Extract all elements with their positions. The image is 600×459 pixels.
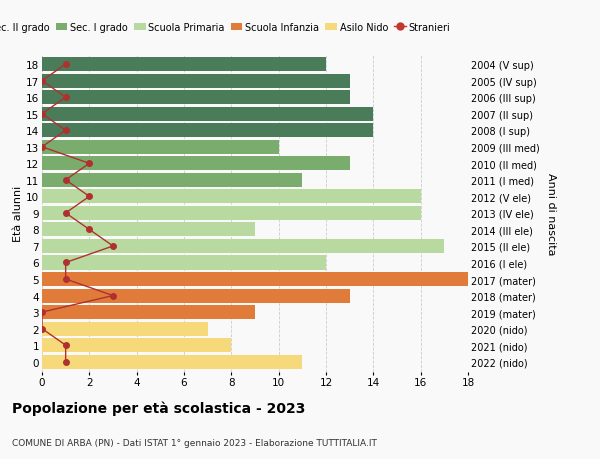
Bar bbox=[42, 174, 302, 187]
Bar bbox=[42, 58, 326, 72]
Bar bbox=[42, 355, 302, 369]
Bar bbox=[42, 140, 278, 155]
Bar bbox=[42, 107, 373, 122]
Bar bbox=[42, 240, 445, 253]
Text: Popolazione per età scolastica - 2023: Popolazione per età scolastica - 2023 bbox=[12, 401, 305, 415]
Bar bbox=[42, 338, 232, 353]
Bar bbox=[42, 256, 326, 270]
Text: COMUNE DI ARBA (PN) - Dati ISTAT 1° gennaio 2023 - Elaborazione TUTTITALIA.IT: COMUNE DI ARBA (PN) - Dati ISTAT 1° genn… bbox=[12, 438, 377, 448]
Bar bbox=[42, 207, 421, 220]
Bar bbox=[42, 124, 373, 138]
Bar bbox=[42, 91, 350, 105]
Bar bbox=[42, 190, 421, 204]
Y-axis label: Età alunni: Età alunni bbox=[13, 185, 23, 241]
Bar bbox=[42, 223, 255, 237]
Bar bbox=[42, 305, 255, 319]
Bar bbox=[42, 322, 208, 336]
Y-axis label: Anni di nascita: Anni di nascita bbox=[546, 172, 556, 255]
Bar bbox=[42, 289, 350, 303]
Bar bbox=[42, 157, 350, 171]
Bar bbox=[42, 74, 350, 89]
Bar bbox=[42, 272, 468, 286]
Legend: Sec. II grado, Sec. I grado, Scuola Primaria, Scuola Infanzia, Asilo Nido, Stran: Sec. II grado, Sec. I grado, Scuola Prim… bbox=[0, 19, 454, 37]
